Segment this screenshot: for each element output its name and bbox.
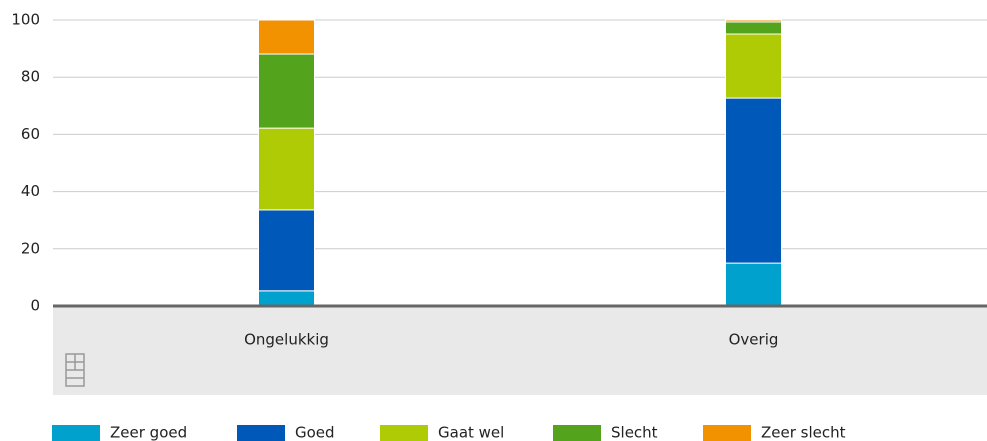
cbs-logo	[65, 353, 85, 387]
legend-swatch	[237, 425, 285, 441]
bar-segment	[258, 209, 315, 292]
bar-segment	[725, 97, 782, 264]
y-tick-label: 0	[30, 297, 40, 315]
y-tick-label: 60	[21, 125, 40, 143]
bar-segment	[725, 262, 782, 307]
bar-segment	[258, 19, 315, 55]
y-tick-label: 40	[21, 182, 40, 200]
bar-segment	[258, 290, 315, 307]
legend-label: Goed	[295, 424, 335, 441]
legend-swatch	[703, 425, 751, 441]
legend-label: Zeer goed	[110, 424, 187, 441]
x-tick-label: Overig	[729, 331, 779, 349]
legend-swatch	[553, 425, 601, 441]
y-tick-label: 20	[21, 239, 40, 257]
legend-label: Gaat wel	[438, 424, 504, 441]
y-tick-label: 80	[21, 68, 40, 86]
x-axis-band	[53, 306, 987, 395]
bar-segment	[725, 33, 782, 99]
legend-label: Slecht	[611, 424, 658, 441]
legend-label: Zeer slecht	[761, 424, 846, 441]
y-tick-label: 100	[11, 11, 40, 29]
bar-segment	[258, 127, 315, 211]
legend-swatch	[52, 425, 100, 441]
bar-segment	[258, 53, 315, 129]
bar-segment	[725, 19, 782, 23]
bar-segment	[725, 21, 782, 35]
legend-swatch	[380, 425, 428, 441]
x-tick-label: Ongelukkig	[244, 331, 329, 349]
